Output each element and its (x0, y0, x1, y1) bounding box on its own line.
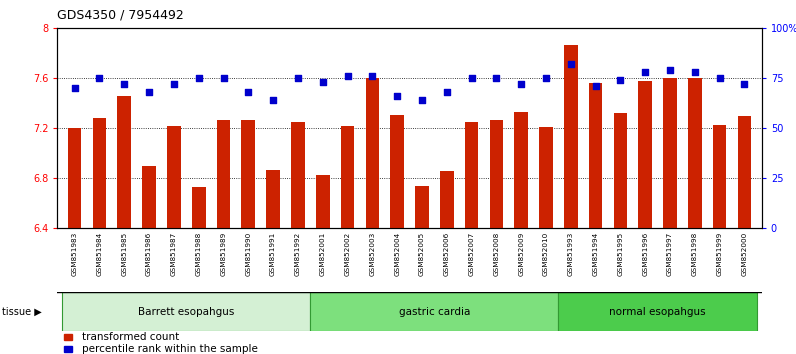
Point (366, 74, 379, 79)
Bar (365, 78, 379, 228)
Text: normal esopahgus: normal esopahgus (609, 307, 706, 316)
Text: GSM851988: GSM851988 (196, 232, 201, 276)
Point (440, 90, 453, 95)
Point (341, 74, 354, 79)
Text: Barrett esopahgus: Barrett esopahgus (139, 307, 235, 316)
Bar (92, 118, 107, 228)
Text: GSM851987: GSM851987 (171, 232, 177, 276)
Point (564, 62, 577, 67)
Bar (440, 171, 454, 228)
Bar (514, 112, 528, 228)
Text: GSM851999: GSM851999 (716, 232, 723, 276)
Text: GSM851996: GSM851996 (642, 232, 648, 276)
Point (689, 69, 701, 75)
Text: GSM851997: GSM851997 (667, 232, 673, 276)
Bar (217, 120, 230, 228)
Point (614, 78, 626, 83)
Text: GSM851984: GSM851984 (96, 232, 103, 276)
Bar (68, 129, 81, 228)
Point (242, 90, 255, 95)
Text: GSM852007: GSM852007 (469, 232, 474, 276)
Bar (291, 122, 305, 228)
Text: gastric cardia: gastric cardia (399, 307, 470, 316)
Point (68, 86, 81, 91)
Bar (614, 113, 627, 228)
Point (267, 97, 279, 103)
Text: GSM851989: GSM851989 (220, 232, 227, 276)
Point (589, 84, 602, 89)
Text: transformed count: transformed count (82, 332, 179, 342)
Point (291, 75, 304, 81)
Text: GSM852002: GSM852002 (345, 232, 350, 276)
Point (738, 81, 751, 87)
Point (217, 75, 230, 81)
Text: GSM851983: GSM851983 (72, 232, 78, 276)
Bar (589, 83, 603, 228)
FancyBboxPatch shape (62, 292, 310, 331)
Point (391, 93, 404, 99)
Bar (64, 346, 72, 352)
Text: GSM852005: GSM852005 (419, 232, 425, 276)
Point (490, 75, 503, 81)
Text: percentile rank within the sample: percentile rank within the sample (82, 344, 258, 354)
Text: GSM851991: GSM851991 (270, 232, 276, 276)
FancyBboxPatch shape (558, 292, 757, 331)
Point (639, 69, 652, 75)
Bar (539, 127, 552, 228)
Text: tissue ▶: tissue ▶ (2, 307, 41, 316)
Text: GSM852000: GSM852000 (741, 232, 747, 276)
Text: GSM852003: GSM852003 (369, 232, 376, 276)
Text: GSM852008: GSM852008 (494, 232, 499, 276)
Bar (316, 175, 330, 228)
Point (118, 81, 131, 87)
Text: GSM851986: GSM851986 (146, 232, 152, 276)
Bar (663, 78, 677, 228)
Text: GSM851992: GSM851992 (295, 232, 301, 276)
Text: GSM851990: GSM851990 (245, 232, 252, 276)
Bar (142, 166, 156, 228)
Bar (64, 334, 72, 340)
Bar (390, 115, 404, 228)
Text: GSM851995: GSM851995 (618, 232, 623, 276)
Point (664, 68, 677, 73)
Bar (564, 45, 578, 228)
Text: GSM852009: GSM852009 (518, 232, 524, 276)
Point (416, 97, 428, 103)
Text: GSM852001: GSM852001 (320, 232, 326, 276)
Point (515, 81, 528, 87)
Bar (167, 126, 181, 228)
Text: GSM852006: GSM852006 (443, 232, 450, 276)
Bar (688, 78, 701, 228)
Bar (465, 122, 478, 228)
Bar (192, 187, 205, 228)
Bar (490, 120, 503, 228)
Text: GSM851985: GSM851985 (121, 232, 127, 276)
Point (540, 75, 552, 81)
Bar (712, 125, 727, 228)
Text: GSM852010: GSM852010 (543, 232, 549, 276)
Bar (638, 81, 652, 228)
Point (316, 80, 329, 85)
Bar (118, 96, 131, 228)
Bar (738, 116, 751, 228)
Text: GSM851998: GSM851998 (692, 232, 698, 276)
Bar (267, 170, 280, 228)
Point (167, 81, 180, 87)
Bar (416, 186, 429, 228)
Point (713, 75, 726, 81)
FancyBboxPatch shape (310, 292, 558, 331)
Bar (241, 120, 256, 228)
Text: GDS4350 / 7954492: GDS4350 / 7954492 (57, 9, 184, 22)
Text: GSM852004: GSM852004 (394, 232, 400, 276)
Bar (341, 126, 354, 228)
Point (193, 75, 205, 81)
Point (93, 75, 106, 81)
Point (142, 90, 155, 95)
Text: GSM851994: GSM851994 (592, 232, 599, 276)
Text: GSM851993: GSM851993 (568, 232, 574, 276)
Point (465, 75, 478, 81)
